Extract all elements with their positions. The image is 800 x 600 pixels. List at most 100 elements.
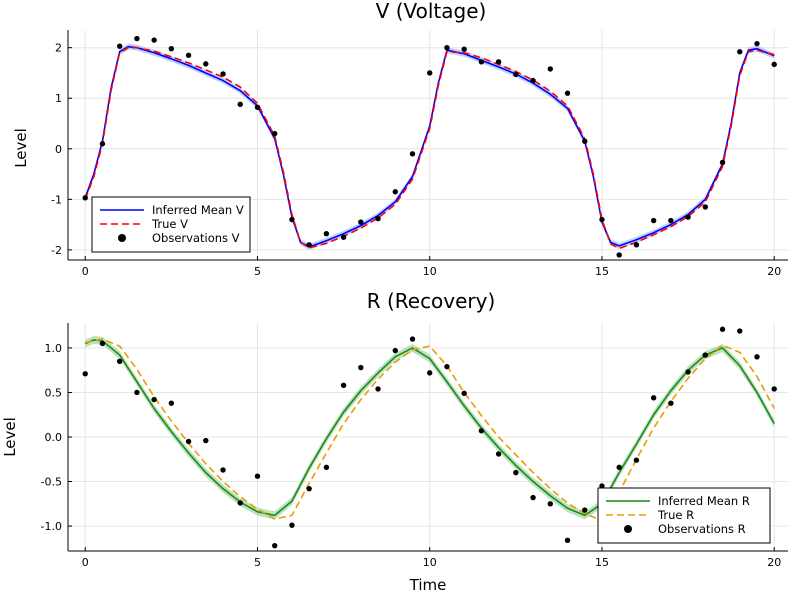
recovery-x-tick-label: 15: [595, 556, 609, 569]
voltage-observation-point: [323, 231, 330, 237]
recovery-legend-box: [597, 487, 771, 544]
recovery-observation-point: [237, 500, 243, 506]
voltage-observation-point: [168, 46, 175, 52]
recovery-y-tick-label: 0.5: [45, 386, 63, 399]
recovery-observation-point: [185, 438, 192, 445]
recovery-inferred-mean-r-line: [84, 339, 775, 517]
recovery-observation-point: [564, 537, 571, 544]
voltage-observation-point: [220, 71, 226, 77]
voltage-observation-point: [582, 138, 588, 144]
voltage-x-tick-label: 5: [254, 265, 261, 278]
recovery-observation-point: [547, 501, 553, 507]
recovery-y-axis-label: Level: [1, 417, 19, 457]
recovery-observation-point: [702, 352, 709, 358]
recovery-observation-point: [599, 483, 605, 489]
recovery-observation-point: [513, 469, 519, 476]
voltage-observation-point: [737, 49, 743, 55]
voltage-observation-point: [116, 43, 123, 49]
recovery-observation-point: [737, 328, 743, 334]
voltage-legend-marker: [118, 234, 126, 242]
voltage-observation-point: [771, 61, 777, 68]
recovery-x-tick-label: 20: [767, 556, 781, 569]
voltage-observation-point: [237, 101, 243, 108]
voltage-observation-point: [99, 141, 106, 147]
recovery-observation-point: [134, 389, 140, 396]
recovery-observation-point: [530, 494, 536, 501]
recovery-observation-point: [409, 336, 416, 342]
voltage-y-tick-label: 2: [55, 42, 62, 55]
voltage-observation-point: [444, 44, 450, 51]
voltage-observation-point: [495, 59, 502, 65]
voltage-observation-point: [461, 46, 467, 52]
voltage-observation-point: [82, 195, 88, 201]
recovery-legend-label: Observations R: [658, 522, 746, 536]
voltage-panel: V (Voltage) Level 0 5 10 15 20 -2 -1 0 1 2 Inferr…: [12, 0, 788, 278]
recovery-observation-point: [616, 464, 622, 470]
recovery-y-tick-label: 0.0: [45, 431, 63, 444]
recovery-observation-point: [771, 386, 777, 392]
recovery-legend-label: True R: [657, 508, 694, 522]
recovery-observation-point: [168, 400, 175, 406]
recovery-observation-point: [289, 522, 295, 528]
voltage-legend-label: True V: [151, 217, 188, 231]
recovery-observation-point: [340, 382, 347, 389]
voltage-observation-point: [478, 59, 485, 65]
recovery-chart-title: R (Recovery): [367, 289, 496, 313]
recovery-x-tick-label: 10: [423, 556, 437, 569]
voltage-observation-point: [289, 216, 295, 223]
voltage-observation-point: [375, 215, 381, 222]
voltage-x-tick-label: 0: [82, 265, 89, 278]
voltage-observation-point: [702, 204, 709, 210]
voltage-observation-point: [392, 189, 398, 195]
voltage-observation-point: [564, 90, 571, 96]
voltage-x-tick-label: 10: [423, 265, 437, 278]
recovery-observation-point: [427, 370, 433, 376]
voltage-x-tick-label: 20: [767, 265, 781, 278]
recovery-observation-point: [375, 386, 381, 392]
voltage-true-v-line: [84, 46, 775, 250]
recovery-observation-point: [392, 347, 398, 354]
recovery-observation-point: [99, 340, 106, 347]
voltage-observation-point: [530, 77, 536, 84]
recovery-observation-point: [220, 467, 226, 473]
voltage-observation-point: [134, 35, 140, 42]
recovery-x-tick-label: 0: [82, 556, 89, 569]
voltage-observation-point: [685, 214, 691, 220]
recovery-observation-point: [306, 485, 312, 492]
voltage-observation-point: [513, 71, 519, 78]
recovery-observation-point: [685, 369, 691, 375]
recovery-observation-point: [650, 395, 657, 401]
recovery-panel: R (Recovery) Level Time 0 5 10 15 20 -1.0 -0.5…: [1, 289, 788, 594]
recovery-observation-point: [323, 464, 330, 470]
recovery-observation-point: [754, 354, 760, 360]
voltage-y-axis-label: Level: [12, 128, 30, 168]
voltage-observation-point: [633, 242, 640, 248]
voltage-y-tick-label: 0: [55, 143, 62, 156]
voltage-observation-point: [203, 61, 209, 67]
recovery-observation-point: [203, 437, 209, 444]
voltage-observation-point: [151, 37, 157, 43]
voltage-y-tick-label: 1: [55, 92, 62, 105]
voltage-observation-point: [616, 252, 622, 258]
recovery-y-tick-label: -1.0: [41, 520, 62, 533]
voltage-observation-point: [754, 40, 760, 47]
voltage-observation-point: [254, 104, 261, 111]
voltage-observation-point: [668, 217, 674, 224]
voltage-observation-point: [547, 66, 553, 72]
recovery-observation-point: [151, 396, 157, 403]
recovery-y-tick-label: -0.5: [41, 476, 62, 489]
recovery-observation-point: [719, 326, 726, 332]
voltage-observation-point: [427, 70, 433, 76]
voltage-observation-point: [185, 52, 192, 58]
voltage-observation-point: [409, 151, 416, 157]
recovery-observation-point: [444, 363, 450, 370]
recovery-legend-marker: [624, 525, 632, 533]
voltage-legend-label: Observations V: [152, 231, 240, 245]
voltage-observation-point: [306, 242, 312, 248]
recovery-observation-point: [116, 358, 123, 364]
recovery-observation-point: [254, 473, 261, 479]
voltage-observation-point: [358, 219, 364, 225]
recovery-observation-point: [668, 400, 674, 406]
